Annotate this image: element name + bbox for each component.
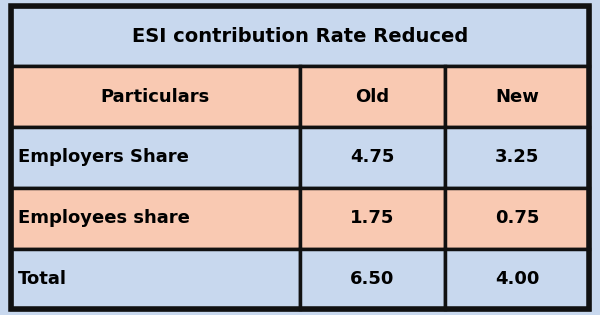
Text: ESI contribution Rate Reduced: ESI contribution Rate Reduced	[132, 26, 468, 46]
Text: New: New	[495, 88, 539, 106]
Bar	[300, 249, 445, 309]
Text: Particulars: Particulars	[101, 88, 210, 106]
Bar	[11, 127, 300, 188]
Text: 4.75: 4.75	[350, 148, 394, 167]
Text: Employees share: Employees share	[18, 209, 190, 227]
Bar	[11, 66, 300, 127]
Bar	[445, 188, 589, 249]
Text: 1.75: 1.75	[350, 209, 394, 227]
Bar	[300, 127, 445, 188]
Bar	[445, 249, 589, 309]
Text: 6.50: 6.50	[350, 270, 394, 288]
Text: Old: Old	[355, 88, 389, 106]
Bar	[300, 66, 445, 127]
Bar	[11, 6, 589, 66]
Text: 3.25: 3.25	[495, 148, 539, 167]
Bar	[445, 66, 589, 127]
Text: Total: Total	[18, 270, 67, 288]
Text: 4.00: 4.00	[495, 270, 539, 288]
Text: Employers Share: Employers Share	[18, 148, 189, 167]
Bar	[11, 249, 300, 309]
Bar	[11, 188, 300, 249]
Bar	[300, 188, 445, 249]
Bar	[445, 127, 589, 188]
Text: 0.75: 0.75	[495, 209, 539, 227]
